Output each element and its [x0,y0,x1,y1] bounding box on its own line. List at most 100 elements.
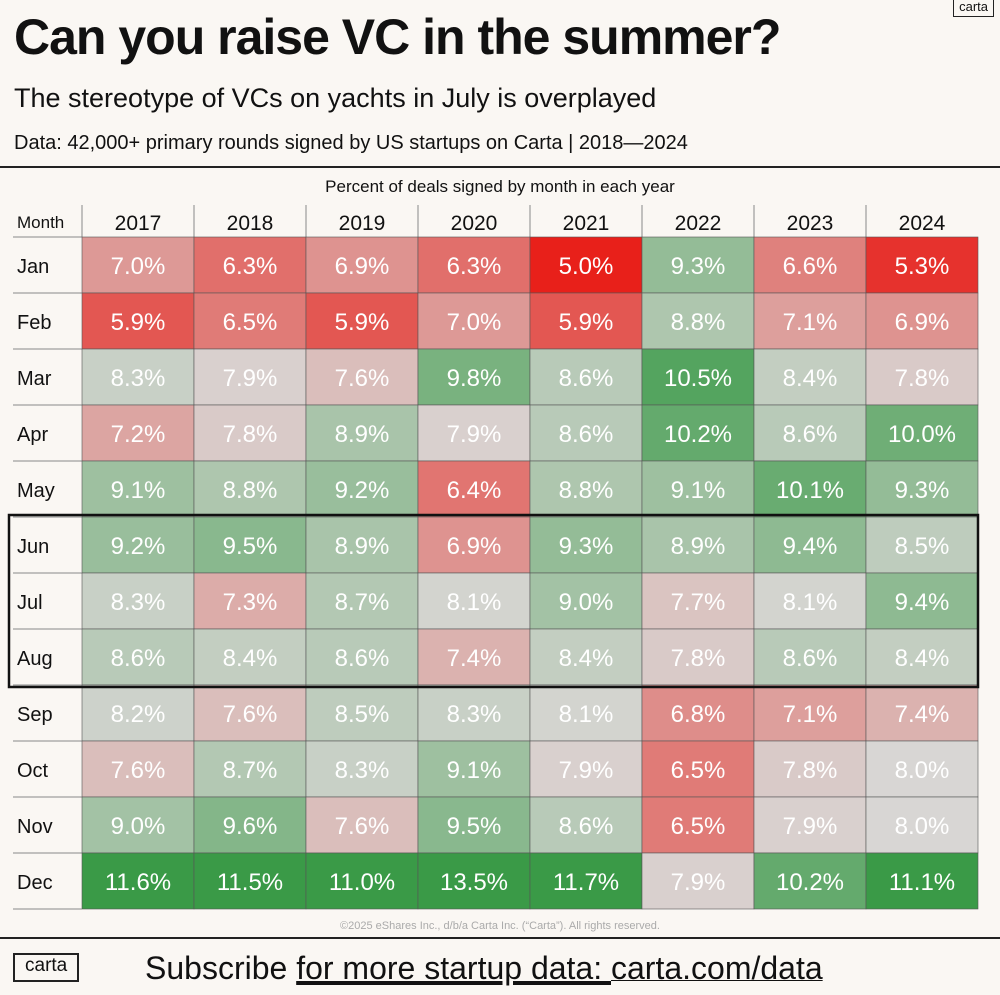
heatmap-cell [865,796,979,854]
cell-label: 6.3% [447,253,502,280]
heatmap-cell [81,852,195,910]
heatmap-cell [81,236,195,294]
heatmap-cell [529,852,643,910]
cell-label: 10.2% [776,869,844,896]
cell-label: 7.4% [447,645,502,672]
cell-label: 5.9% [111,309,166,336]
heatmap-cell [865,852,979,910]
heatmap-cell [753,628,867,686]
cell-label: 8.3% [335,757,390,784]
cell-label: 9.0% [559,589,614,616]
heatmap-cell [305,628,419,686]
heatmap-cell [753,796,867,854]
heatmap-cell [529,684,643,742]
heatmap-cell [753,460,867,518]
cell-label: 7.3% [223,589,278,616]
heatmap-cell [641,852,755,910]
column-label: 2017 [115,212,162,235]
heatmap-cell [529,572,643,630]
divider [0,937,1000,939]
heatmap-cell [753,516,867,574]
column-label: 2020 [451,212,498,235]
heatmap-cell [417,292,531,350]
cell-label: 10.0% [888,421,956,448]
cell-label: 8.6% [559,421,614,448]
heatmap-cell [305,460,419,518]
cell-label: 8.5% [335,701,390,728]
heatmap-cell [193,796,307,854]
cell-label: 8.6% [335,645,390,672]
cell-label: 9.1% [447,757,502,784]
heatmap-cell [193,404,307,462]
cell-label: 8.6% [559,813,614,840]
heatmap-cell [193,628,307,686]
data-source: Data: 42,000+ primary rounds signed by U… [14,132,688,154]
heatmap-cell [529,404,643,462]
heatmap-cell [529,236,643,294]
heatmap-cell [305,348,419,406]
heatmap-cell [193,740,307,798]
column-label: 2019 [339,212,386,235]
cell-label: 5.9% [335,309,390,336]
cell-label: 8.8% [559,477,614,504]
cell-label: 6.5% [223,309,278,336]
heatmap-cell [193,236,307,294]
column-label: 2023 [787,212,834,235]
heatmap-cell [81,628,195,686]
cell-label: 7.1% [783,309,838,336]
cell-label: 9.3% [895,477,950,504]
subtitle: The stereotype of VCs on yachts in July … [14,83,657,113]
heatmap-cell [641,236,755,294]
cell-label: 5.3% [895,253,950,280]
heatmap-cell [81,516,195,574]
cta-text: Subscribe [145,950,297,986]
row-label: Dec [17,872,53,894]
cta-text: for more startup data: [296,950,611,986]
heatmap-cell [81,348,195,406]
cell-label: 8.6% [783,421,838,448]
heatmap-cell [305,516,419,574]
heatmap-cell [641,516,755,574]
heatmap-cell [193,852,307,910]
subscribe-cta: Subscribe for more startup data: carta.c… [145,950,823,987]
row-label: May [17,480,55,502]
cell-label: 9.6% [223,813,278,840]
cell-label: 7.6% [335,365,390,392]
row-label: Sep [17,704,53,726]
cell-label: 8.8% [671,309,726,336]
cell-label: 7.0% [111,253,166,280]
row-label: Apr [17,424,48,446]
cell-label: 8.3% [111,365,166,392]
heatmap-cell [753,572,867,630]
cell-label: 8.1% [783,589,838,616]
cell-label: 7.9% [559,757,614,784]
cell-label: 8.4% [559,645,614,672]
carta-logo: carta [953,0,994,17]
cell-label: 7.0% [447,309,502,336]
heatmap-cell [641,740,755,798]
heatmap-cell [417,740,531,798]
heatmap-cell [753,292,867,350]
cell-label: 8.3% [447,701,502,728]
cell-label: 6.9% [335,253,390,280]
cell-label: 8.1% [559,701,614,728]
cell-label: 8.1% [447,589,502,616]
cell-label: 11.0% [329,869,395,896]
cell-label: 6.6% [783,253,838,280]
cell-label: 8.9% [335,533,390,560]
heatmap-cell [865,740,979,798]
cell-label: 8.7% [223,757,278,784]
cell-label: 6.8% [671,701,726,728]
cell-label: 7.6% [335,813,390,840]
cell-label: 9.3% [671,253,726,280]
cell-label: 8.8% [223,477,278,504]
heatmap-cell [305,236,419,294]
cell-label: 9.4% [783,533,838,560]
cell-label: 7.8% [783,757,838,784]
carta-data-link[interactable]: carta.com/data [611,950,823,986]
row-label: Oct [17,760,49,782]
heatmap-cell [641,684,755,742]
carta-logo: carta [13,953,80,982]
heatmap-cell [193,516,307,574]
